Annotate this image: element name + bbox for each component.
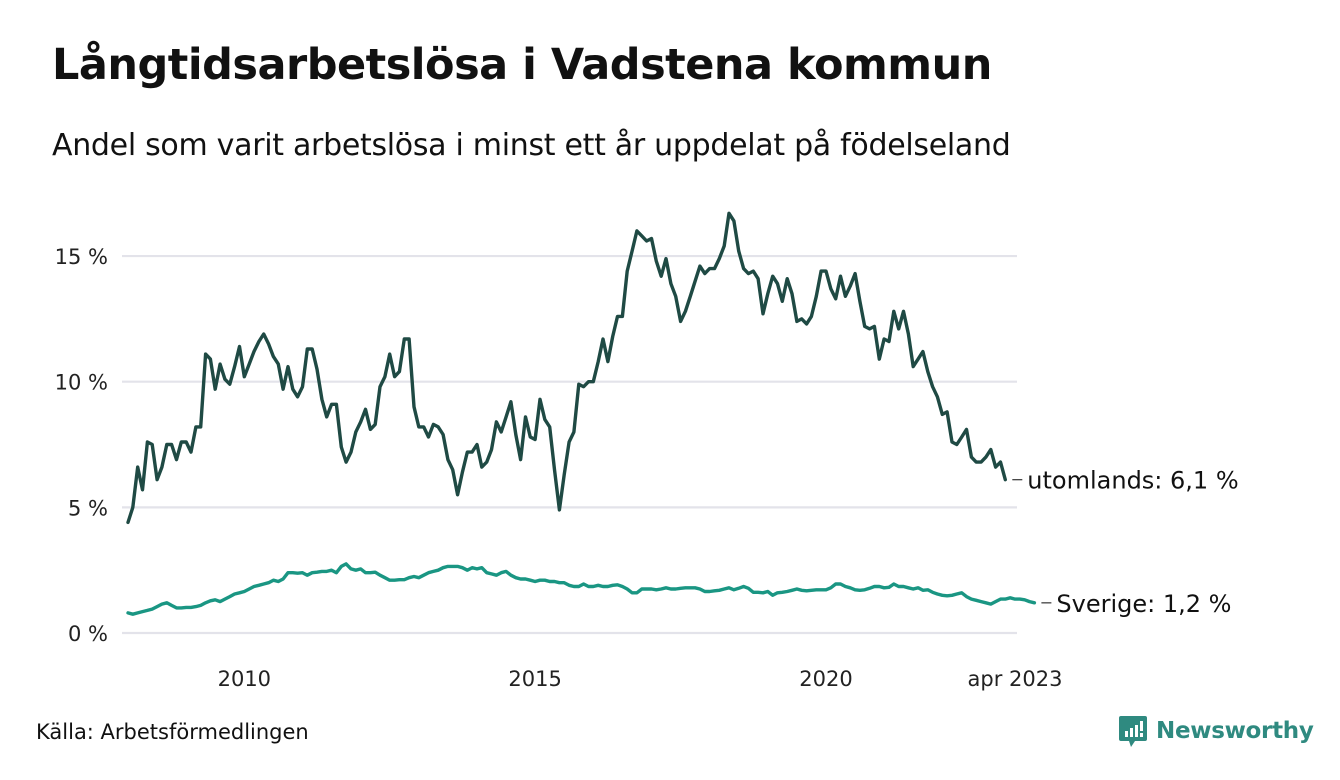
- chart-subtitle: Andel som varit arbetslösa i minst ett å…: [52, 128, 1011, 163]
- x-tick-label: 2020: [799, 667, 852, 691]
- series-lines: [126, 211, 1037, 616]
- brand-name: Newsworthy: [1156, 718, 1314, 744]
- series-line-utomlands: [126, 211, 1007, 525]
- source-note: Källa: Arbetsförmedlingen: [36, 720, 309, 744]
- y-tick-label: 0 %: [68, 622, 108, 646]
- brand-logo[interactable]: Newsworthy: [1118, 714, 1314, 748]
- chart-title: Långtidsarbetslösa i Vadstena kommun: [52, 40, 992, 90]
- x-tick-label: 2015: [508, 667, 561, 691]
- chart-speech-bubble-icon: [1119, 716, 1147, 747]
- y-tick-label: 10 %: [55, 371, 108, 395]
- gridlines: [122, 254, 1017, 635]
- end-label-sverige: Sverige: 1,2 %: [1056, 590, 1231, 618]
- x-tick-label: apr 2023: [968, 667, 1063, 691]
- end-labels: utomlands: 6,1 % Sverige: 1,2 %: [1012, 467, 1239, 618]
- x-tick-label: 2010: [218, 667, 271, 691]
- end-label-utomlands: utomlands: 6,1 %: [1027, 467, 1238, 495]
- y-tick-label: 15 %: [55, 245, 108, 269]
- y-tick-label: 5 %: [68, 496, 108, 520]
- x-axis-ticks: 2010 2015 2020 apr 2023: [218, 667, 1063, 691]
- series-line-sverige: [126, 562, 1037, 616]
- y-axis-ticks: 0 % 5 % 10 % 15 %: [55, 245, 108, 646]
